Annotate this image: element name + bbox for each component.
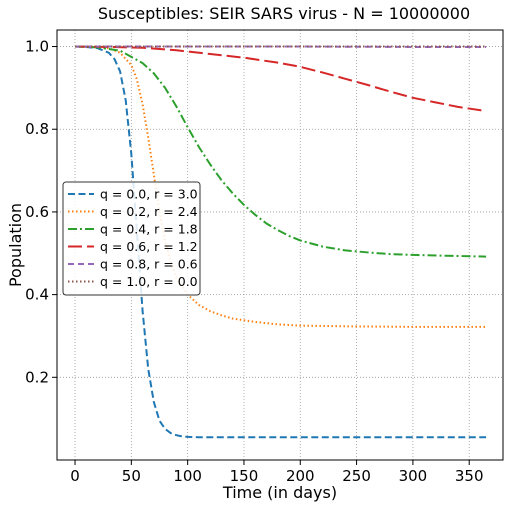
legend-label-1: q = 0.2, r = 2.4 bbox=[100, 204, 198, 219]
x-axis-label: Time (in days) bbox=[222, 483, 337, 502]
x-tick-label: 50 bbox=[122, 467, 141, 485]
series-line-2 bbox=[74, 45, 487, 258]
legend-label-4: q = 0.8, r = 0.6 bbox=[100, 257, 198, 272]
x-tick-label: 300 bbox=[399, 467, 428, 485]
y-tick-label: 0.4 bbox=[25, 286, 49, 304]
x-tick-label: 150 bbox=[230, 467, 259, 485]
y-tick-label: 0.6 bbox=[25, 203, 49, 221]
series-line-3 bbox=[75, 45, 487, 113]
plot-frame bbox=[56, 29, 504, 461]
y-axis-label: Population bbox=[6, 203, 25, 287]
x-tick-label: 100 bbox=[173, 467, 202, 485]
legend: q = 0.0, r = 3.0 q = 0.2, r = 2.4 q = 0.4,… bbox=[62, 181, 201, 296]
chart-title: Susceptibles: SEIR SARS virus - N = 1000… bbox=[98, 4, 470, 23]
x-tick-label: 350 bbox=[455, 467, 484, 485]
legend-box bbox=[62, 181, 201, 296]
x-tick-label: 250 bbox=[342, 467, 371, 485]
y-tick-label: 0.8 bbox=[25, 120, 49, 138]
legend-label-3: q = 0.6, r = 1.2 bbox=[100, 239, 198, 254]
y-tick-label: 1.0 bbox=[25, 38, 49, 56]
ticks: 0 50 100 150 200 250 300 350 0.2 0.4 0.6 0.8 1.0 bbox=[25, 38, 483, 485]
y-tick-label: 0.2 bbox=[25, 368, 49, 386]
x-tick-label: 0 bbox=[70, 467, 80, 485]
legend-label-2: q = 0.4, r = 1.8 bbox=[100, 222, 198, 237]
legend-label-0: q = 0.0, r = 3.0 bbox=[100, 187, 198, 202]
x-tick-label: 200 bbox=[286, 467, 315, 485]
series-line-0 bbox=[74, 45, 487, 439]
legend-label-5: q = 1.0, r = 0.0 bbox=[100, 274, 198, 289]
